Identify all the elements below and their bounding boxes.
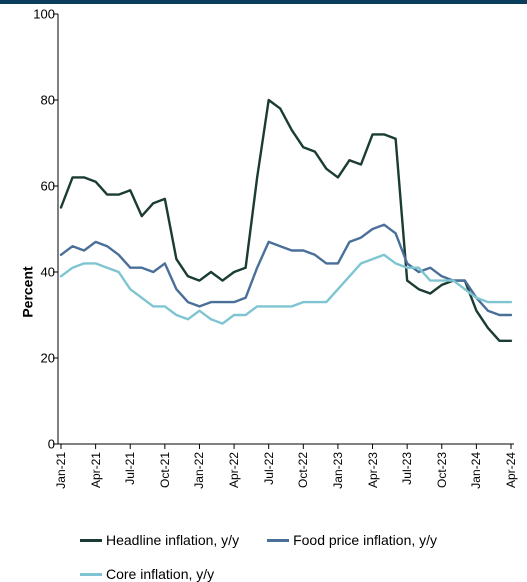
legend-item: Headline inflation, y/y — [80, 532, 239, 548]
legend-label: Core inflation, y/y — [106, 566, 214, 582]
legend: Headline inflation, y/y Food price inflat… — [80, 532, 500, 582]
x-tick-label: Jan-24 — [469, 452, 483, 489]
x-tick-label: Jul-22 — [262, 452, 276, 485]
legend-item: Core inflation, y/y — [80, 566, 214, 582]
x-tick-label: Jul-23 — [400, 452, 414, 485]
x-tick-label: Jan-21 — [54, 452, 68, 489]
y-tick-label: 40 — [15, 265, 55, 280]
legend-label: Food price inflation, y/y — [293, 532, 437, 548]
plot-area — [58, 14, 514, 444]
y-tick-label: 20 — [15, 351, 55, 366]
x-tick-label: Oct-21 — [158, 452, 172, 488]
inflation-chart: Percent 020406080100 Jan-21Apr-21Jul-21O… — [0, 0, 527, 580]
legend-item: Food price inflation, y/y — [267, 532, 437, 548]
y-tick-label: 100 — [15, 7, 55, 22]
legend-swatch — [267, 539, 289, 542]
y-tick-label: 0 — [15, 437, 55, 452]
x-tick-label: Oct-23 — [435, 452, 449, 488]
x-tick-label: Jan-22 — [192, 452, 206, 489]
series-line — [61, 100, 511, 341]
legend-swatch — [80, 539, 102, 542]
x-tick-label: Apr-21 — [89, 452, 103, 488]
plot-svg — [58, 14, 514, 444]
x-tick-label: Apr-24 — [504, 452, 518, 488]
y-tick-label: 80 — [15, 93, 55, 108]
y-tick-label: 60 — [15, 179, 55, 194]
x-tick-label: Jan-23 — [331, 452, 345, 489]
legend-swatch — [80, 573, 102, 576]
legend-label: Headline inflation, y/y — [106, 532, 239, 548]
x-tick-label: Oct-22 — [296, 452, 310, 488]
x-tick-label: Jul-21 — [123, 452, 137, 485]
series-line — [61, 225, 511, 315]
x-tick-label: Apr-22 — [227, 452, 241, 488]
x-tick-label: Apr-23 — [366, 452, 380, 488]
